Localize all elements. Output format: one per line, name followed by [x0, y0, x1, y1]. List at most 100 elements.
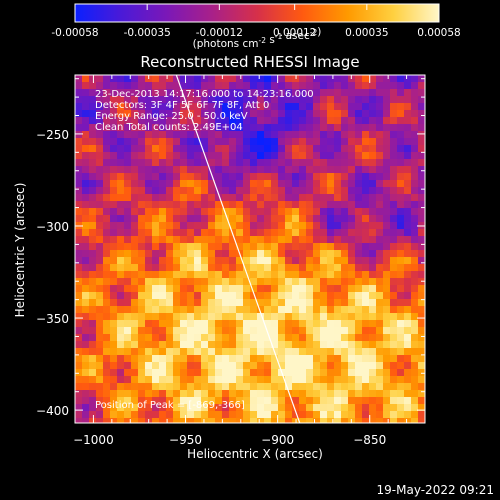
image-pixel — [187, 187, 195, 195]
image-pixel — [236, 229, 244, 237]
image-pixel — [313, 299, 321, 307]
image-pixel — [369, 278, 377, 286]
image-pixel — [418, 355, 425, 363]
image-pixel — [404, 264, 412, 272]
image-pixel — [145, 103, 153, 111]
image-pixel — [124, 250, 132, 258]
image-pixel — [187, 327, 195, 335]
image-pixel — [362, 257, 370, 265]
image-pixel — [215, 285, 223, 293]
image-pixel — [355, 327, 363, 335]
image-pixel — [152, 418, 160, 423]
image-pixel — [159, 96, 167, 104]
image-pixel — [194, 187, 202, 195]
image-pixel — [390, 348, 398, 356]
image-pixel — [278, 124, 286, 132]
image-pixel — [264, 334, 272, 342]
image-pixel — [369, 173, 377, 181]
image-pixel — [96, 145, 104, 153]
image-pixel — [355, 243, 363, 251]
image-pixel — [299, 390, 307, 398]
image-pixel — [411, 138, 419, 146]
image-pixel — [166, 264, 174, 272]
image-pixel — [131, 418, 139, 423]
image-pixel — [271, 201, 279, 209]
image-pixel — [152, 397, 160, 405]
image-pixel — [110, 334, 118, 342]
image-pixel — [271, 383, 279, 391]
image-pixel — [264, 124, 272, 132]
image-pixel — [397, 124, 405, 132]
image-pixel — [411, 131, 419, 139]
image-pixel — [96, 96, 104, 104]
image-pixel — [131, 159, 139, 167]
image-pixel — [229, 166, 237, 174]
image-pixel — [369, 250, 377, 258]
image-pixel — [201, 82, 209, 90]
image-pixel — [103, 320, 111, 328]
image-pixel — [278, 327, 286, 335]
image-pixel — [173, 292, 181, 300]
image-pixel — [82, 383, 90, 391]
image-pixel — [348, 152, 356, 160]
image-pixel — [131, 362, 139, 370]
image-pixel — [320, 348, 328, 356]
image-pixel — [271, 411, 279, 419]
image-pixel — [222, 285, 230, 293]
image-pixel — [110, 82, 118, 90]
image-pixel — [124, 362, 132, 370]
image-pixel — [138, 180, 146, 188]
image-pixel — [110, 229, 118, 237]
image-pixel — [341, 327, 349, 335]
image-pixel — [124, 89, 132, 97]
image-pixel — [271, 376, 279, 384]
image-pixel — [411, 355, 419, 363]
image-pixel — [229, 82, 237, 90]
image-pixel — [180, 187, 188, 195]
image-pixel — [369, 89, 377, 97]
image-pixel — [306, 418, 314, 423]
image-pixel — [278, 362, 286, 370]
image-pixel — [215, 131, 223, 139]
image-pixel — [257, 152, 265, 160]
image-pixel — [348, 208, 356, 216]
image-pixel — [418, 250, 425, 258]
image-pixel — [327, 355, 335, 363]
image-pixel — [159, 327, 167, 335]
y-tick-label: −350 — [36, 312, 69, 326]
image-pixel — [145, 229, 153, 237]
image-pixel — [341, 390, 349, 398]
image-pixel — [411, 397, 419, 405]
image-pixel — [306, 362, 314, 370]
image-pixel — [299, 313, 307, 321]
image-pixel — [271, 264, 279, 272]
image-pixel — [243, 292, 251, 300]
image-pixel — [236, 152, 244, 160]
image-pixel — [166, 215, 174, 223]
image-pixel — [369, 285, 377, 293]
image-pixel — [159, 285, 167, 293]
image-pixel — [327, 348, 335, 356]
image-pixel — [215, 138, 223, 146]
image-pixel — [75, 411, 83, 419]
image-pixel — [418, 320, 425, 328]
image-pixel — [138, 222, 146, 230]
image-pixel — [201, 173, 209, 181]
image-pixel — [362, 201, 370, 209]
image-pixel — [75, 187, 83, 195]
image-pixel — [306, 292, 314, 300]
image-pixel — [208, 117, 216, 125]
image-pixel — [383, 306, 391, 314]
image-pixel — [278, 243, 286, 251]
image-pixel — [187, 152, 195, 160]
image-pixel — [397, 222, 405, 230]
image-pixel — [187, 285, 195, 293]
image-pixel — [222, 250, 230, 258]
image-pixel — [397, 145, 405, 153]
image-pixel — [131, 243, 139, 251]
image-pixel — [327, 299, 335, 307]
image-pixel — [131, 257, 139, 265]
image-pixel — [418, 208, 425, 216]
image-pixel — [194, 362, 202, 370]
image-pixel — [411, 89, 419, 97]
